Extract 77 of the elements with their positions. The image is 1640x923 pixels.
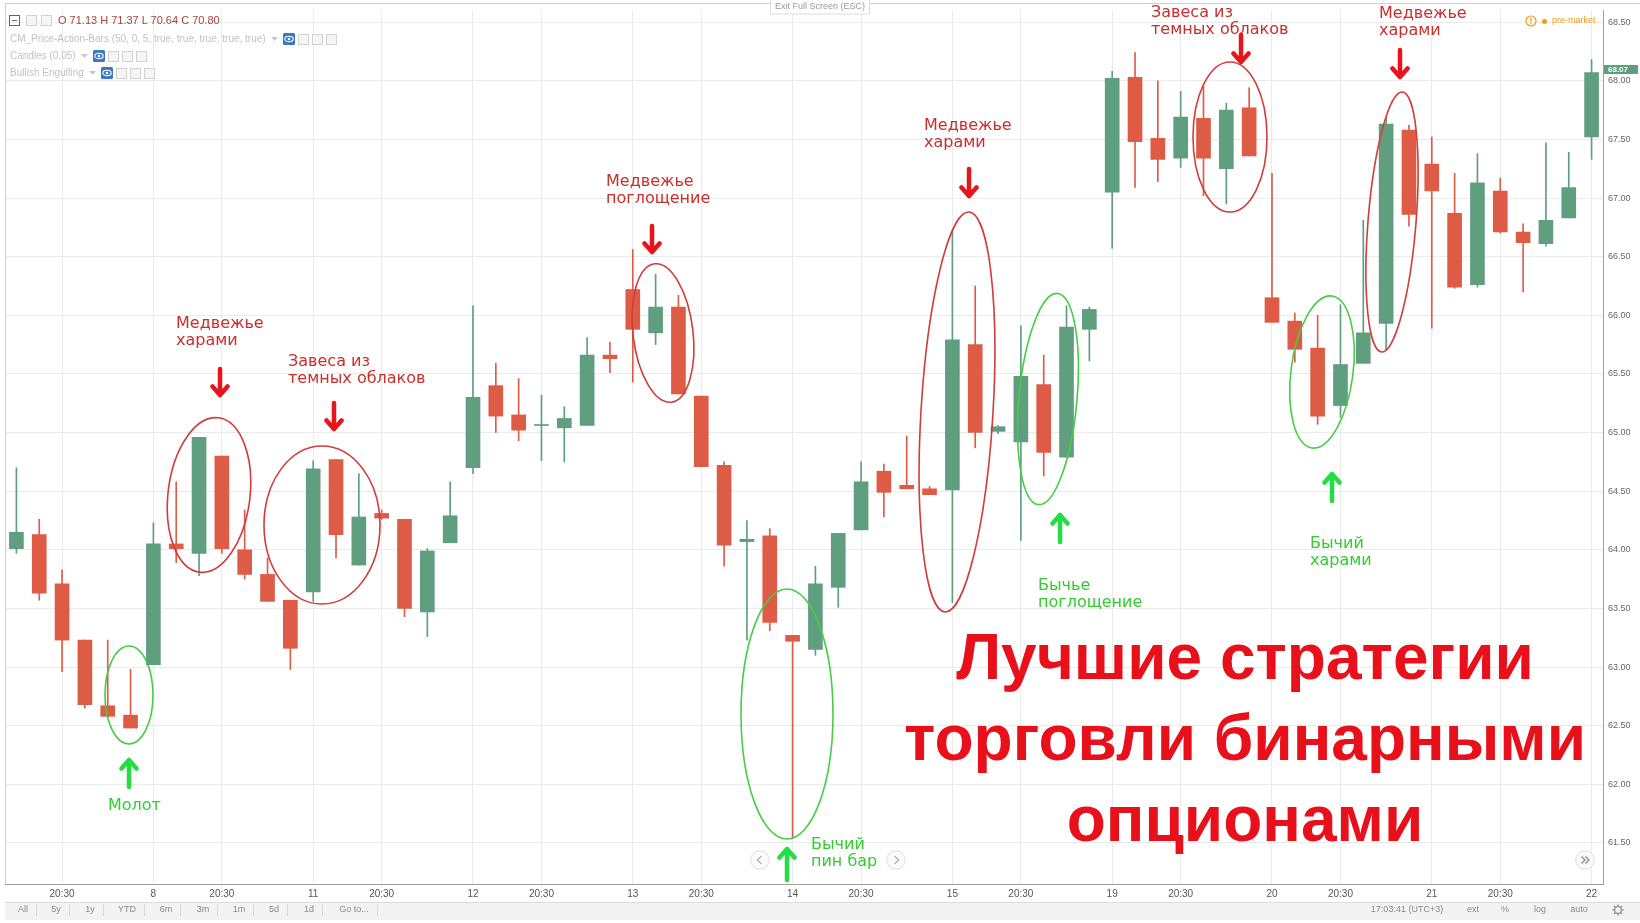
y-tick-label: 64.00 — [1608, 544, 1631, 555]
text: 5y — [51, 904, 62, 915]
text: Лучшие стратегии торговли бинарными опционами — [903, 621, 1587, 855]
annotation: Завеса из темных облаков — [1151, 2, 1289, 39]
annotation: Candles (0.05) — [10, 49, 76, 61]
x-tick-label: 15 — [946, 887, 959, 899]
candlestick — [602, 341, 618, 374]
candlestick — [1515, 223, 1531, 293]
text: log — [1533, 904, 1547, 915]
annotation: Медвежье харами — [176, 313, 264, 350]
y-tick-label: 66.00 — [1608, 309, 1631, 320]
annotation: Завеса из темных облаков — [288, 351, 426, 388]
annotation: Бычий харами — [1310, 533, 1372, 570]
candlestick — [1424, 136, 1440, 329]
x-tick-label: 20:30 — [848, 887, 875, 899]
annotation: Bullish Engulfing — [10, 66, 84, 78]
y-tick-label: 68.00 — [1608, 75, 1631, 86]
text: 68.07 — [1608, 65, 1629, 75]
annotation: Бычий пин бар — [811, 834, 878, 871]
annotation: Бычье поглощение — [1038, 575, 1143, 612]
candlestick — [556, 406, 572, 463]
text: 17:03:41 (UTC+3) — [1370, 904, 1444, 915]
text: YTD — [118, 904, 137, 915]
text: auto — [1570, 904, 1588, 915]
text: % — [1500, 904, 1510, 915]
x-tick-label: 19 — [1106, 887, 1119, 899]
candlestick — [1538, 142, 1554, 247]
candlestick — [1150, 80, 1166, 182]
y-tick-label: 65.00 — [1608, 427, 1631, 438]
candlestick — [1264, 173, 1280, 323]
text: Go to... — [339, 904, 369, 915]
annotation: pre-market — [1552, 15, 1597, 26]
text: 3m — [196, 904, 210, 915]
x-tick-label: 8 — [150, 887, 157, 899]
candlestick — [1355, 219, 1371, 364]
text: 1d — [303, 904, 315, 915]
x-tick-label: 20:30 — [528, 887, 555, 899]
candlestick — [739, 520, 755, 641]
x-tick-label: 14 — [787, 887, 799, 899]
x-tick-label: 22 — [1586, 887, 1598, 899]
y-tick-label: 64.50 — [1608, 485, 1631, 496]
x-tick-label: 20:30 — [1327, 887, 1354, 899]
text: All — [17, 904, 29, 915]
text: ext — [1466, 904, 1480, 915]
x-tick-label: 20:30 — [688, 887, 715, 899]
y-tick-label: 62.00 — [1608, 778, 1631, 789]
text: 1y — [85, 904, 96, 915]
x-tick-label: 20:30 — [49, 887, 76, 899]
y-tick-label: 68.50 — [1608, 16, 1631, 27]
x-tick-label: 21 — [1426, 887, 1438, 899]
x-tick-label: 20 — [1266, 887, 1278, 899]
text: 5d — [268, 904, 280, 915]
y-tick-label: 61.50 — [1608, 837, 1631, 848]
x-tick-label: 11 — [307, 887, 319, 899]
x-tick-label: 13 — [627, 887, 639, 899]
y-tick-label: 67.00 — [1608, 192, 1631, 203]
annotation: Молот — [108, 795, 161, 815]
y-tick-label: 63.50 — [1608, 602, 1631, 613]
y-tick-label: 66.50 — [1608, 251, 1631, 262]
x-tick-label: 20:30 — [369, 887, 395, 899]
annotation: Медвежье харами — [924, 115, 1012, 152]
annotation: Медвежье поглощение — [606, 171, 711, 208]
text: 1m — [232, 904, 246, 915]
annotation: Медвежье харами — [1379, 3, 1467, 40]
y-tick-label: 63.00 — [1608, 661, 1631, 672]
y-tick-label: 62.50 — [1608, 720, 1631, 731]
y-tick-label: 67.50 — [1608, 133, 1631, 144]
candlestick — [899, 435, 915, 490]
annotation: O 71.13 H 71.37 L 70.64 C 70.80 — [58, 14, 220, 27]
annotation: Exit Full Screen (ESC) — [774, 1, 866, 12]
y-tick-label: 65.50 — [1608, 368, 1631, 379]
x-tick-label: 20:30 — [1168, 887, 1194, 899]
x-tick-label: 20:30 — [1487, 887, 1514, 899]
text: 6m — [159, 904, 173, 915]
x-tick-label: 12 — [467, 887, 479, 899]
x-tick-label: 20:30 — [1008, 887, 1034, 899]
x-tick-label: 20:30 — [209, 887, 235, 899]
